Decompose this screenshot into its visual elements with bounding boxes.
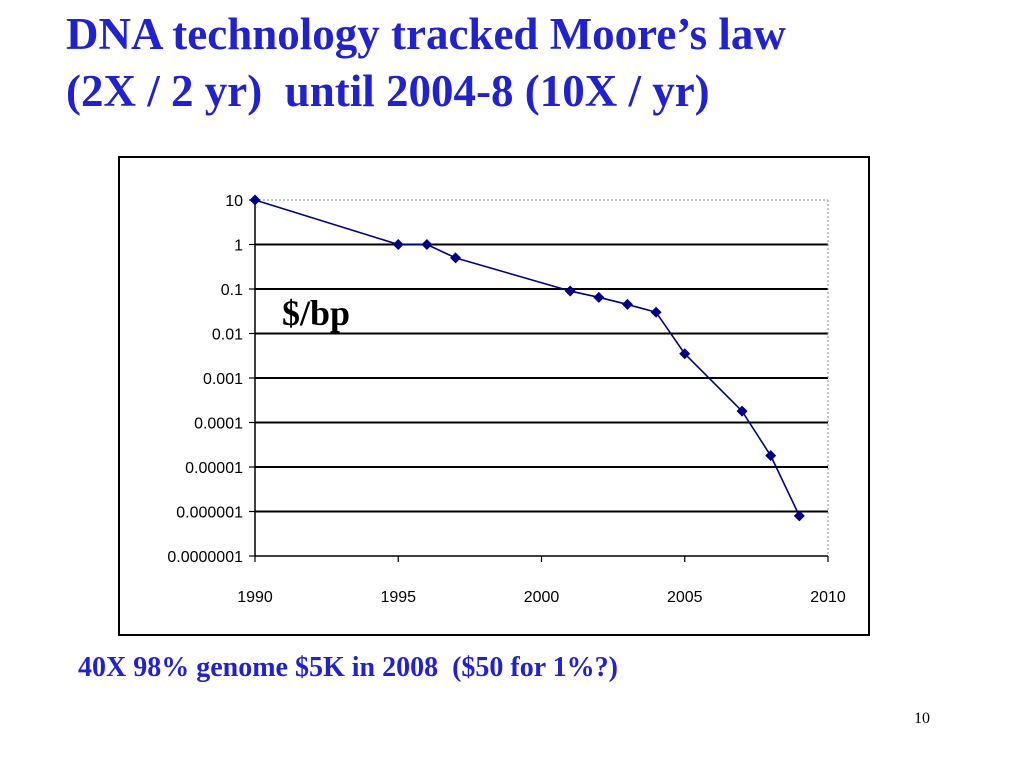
title-line-1: DNA technology tracked Moore’s law [66,9,786,59]
data-point-marker [736,405,748,417]
y-tick-label: 10 [225,193,243,210]
slide-number: 10 [914,710,930,727]
caption: 40X 98% genome $5K in 2008 ($50 for 1%?) [78,652,618,683]
data-point-marker [593,291,605,303]
x-tick-label: 2000 [524,589,560,606]
y-tick-label: 0.1 [221,282,243,299]
data-point-marker [793,510,805,522]
y-tick-label: 0.000001 [176,505,243,522]
y-tick-label: 0.0000001 [167,549,243,566]
y-tick-label: 0.001 [203,371,243,388]
slide-title: DNA technology tracked Moore’s law (2X /… [66,6,1006,120]
grid-lines [255,199,829,556]
y-tick-label: 1 [234,238,243,255]
series-cost-per-bp [249,194,805,522]
data-point-marker [564,285,576,297]
data-point-marker [450,252,462,264]
data-point-marker [392,239,404,250]
data-point-marker [249,194,261,206]
series-line [254,199,801,517]
x-tick-label: 2005 [667,589,703,606]
axes: 10 1 0.1 0.01 0.001 0.0001 0.00001 0.000001 0.00… [167,193,846,606]
data-point-marker [650,306,662,318]
y-tick-label: 0.01 [212,327,243,344]
x-tick-label: 1990 [237,589,273,606]
x-tick-label: 1995 [380,589,416,606]
unit-label: $/bp [282,293,351,333]
data-point-marker [679,348,691,360]
x-tick-label: 2010 [810,589,846,606]
data-point-marker [421,239,433,250]
y-tick-label: 0.00001 [185,460,243,477]
title-line-2: (2X / 2 yr) until 2004-8 (10X / yr) [66,66,710,116]
data-point-marker [621,298,633,310]
y-tick-label: 0.0001 [194,416,243,433]
data-point-marker [765,450,777,462]
